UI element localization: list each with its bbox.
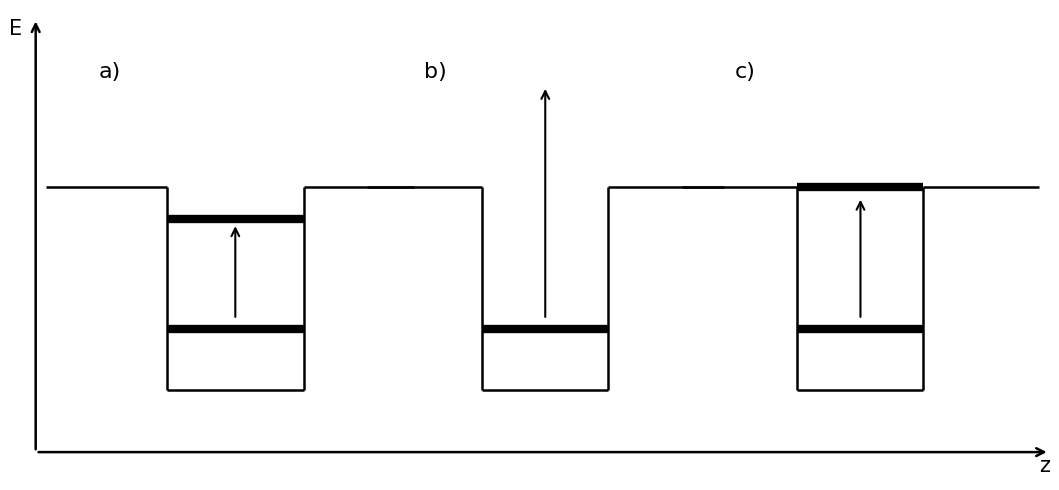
Text: c): c) [734, 62, 755, 82]
Text: b): b) [425, 62, 447, 82]
Text: a): a) [98, 62, 121, 82]
Text: z: z [1039, 456, 1049, 476]
Text: E: E [10, 19, 22, 39]
